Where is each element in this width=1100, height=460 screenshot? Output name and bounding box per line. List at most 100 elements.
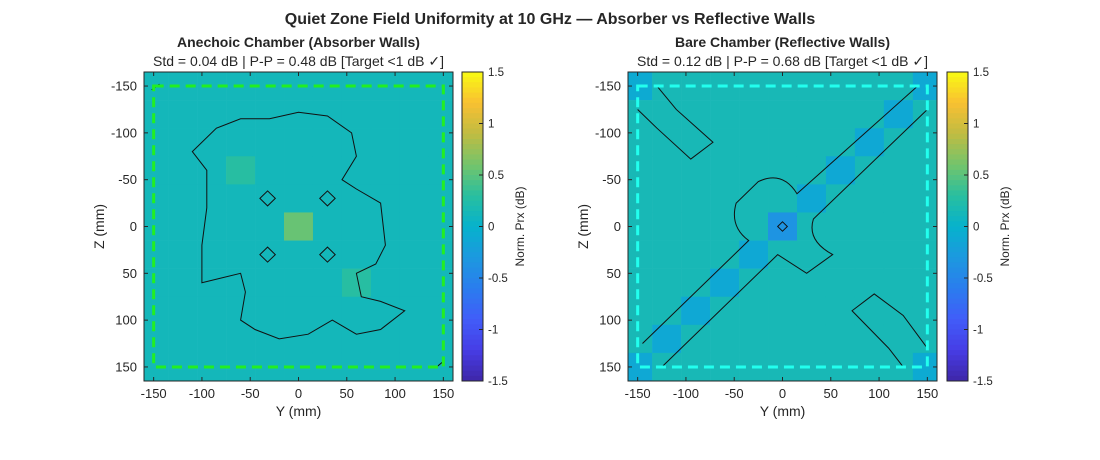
x-tick-label: -50 xyxy=(725,386,744,401)
colorbar-segment xyxy=(947,87,968,94)
colorbar-segment xyxy=(462,118,483,124)
heatmap-cell xyxy=(912,184,938,213)
heatmap-cell xyxy=(854,100,885,129)
heatmap-cell xyxy=(197,296,227,326)
heatmap-cell xyxy=(226,100,256,129)
colorbar-segment xyxy=(947,314,968,320)
contour-lines xyxy=(151,83,444,368)
colorbar-segment xyxy=(947,308,968,315)
colorbar-segment xyxy=(947,205,968,212)
heatmap-cell xyxy=(681,240,711,269)
colorbar-segment xyxy=(462,133,483,140)
heatmap-cell xyxy=(628,156,653,185)
colorbar-segment xyxy=(947,267,968,274)
contour-line xyxy=(259,246,277,263)
colorbar-segment xyxy=(947,262,968,269)
heatmap-cell xyxy=(284,268,314,298)
colorbar-segment xyxy=(462,149,483,155)
heatmap-cell xyxy=(912,100,938,129)
colorbar-segment xyxy=(462,169,483,176)
colorbar-segment xyxy=(947,252,968,258)
heatmap-cell xyxy=(796,240,827,269)
colorbar-segment xyxy=(462,180,483,186)
heatmap-cell xyxy=(768,212,798,241)
colorbar-segment xyxy=(947,123,968,130)
contour-line xyxy=(259,190,277,207)
heatmap-cell xyxy=(312,324,343,354)
heatmap-cell xyxy=(284,156,314,185)
colorbar-segment xyxy=(462,293,483,300)
plot-subtitle: Std = 0.04 dB | P-P = 0.48 dB [Target <1… xyxy=(153,53,444,69)
colorbar-tick-label: -0.5 xyxy=(973,273,993,285)
heatmap-cell xyxy=(168,240,198,269)
colorbar-tick-label: -1.5 xyxy=(973,376,993,388)
y-tick-label: -150 xyxy=(111,79,137,94)
y-axis-label: Z (mm) xyxy=(575,204,591,249)
heatmap-cell xyxy=(197,212,227,241)
colorbar-segment xyxy=(462,92,483,99)
colorbar-segment xyxy=(462,236,483,243)
colorbar-segment xyxy=(947,303,968,310)
colorbar-segment xyxy=(947,92,968,99)
colorbar-tick-label: 0.5 xyxy=(488,170,504,182)
colorbar-segment xyxy=(462,314,483,320)
heatmap-cell xyxy=(226,240,256,269)
colorbar-segment xyxy=(947,185,968,191)
colorbar-segment xyxy=(462,334,483,341)
plot-title: Anechoic Chamber (Absorber Walls) xyxy=(177,34,420,50)
heatmap-cell xyxy=(284,296,314,326)
heatmap-cell xyxy=(399,100,430,129)
contour-line xyxy=(776,221,789,232)
colorbar-segment xyxy=(462,195,483,202)
heatmap-cell xyxy=(825,156,856,185)
heatmap-cell xyxy=(768,268,798,298)
colorbar-segment xyxy=(462,205,483,212)
heatmap-cell xyxy=(710,156,740,185)
x-tick-label: 100 xyxy=(384,386,406,401)
colorbar-segment xyxy=(947,149,968,155)
colorbar-segment xyxy=(462,123,483,130)
colorbar-segment xyxy=(462,216,483,222)
colorbar-segment xyxy=(462,308,483,315)
x-tick-label: -150 xyxy=(141,386,167,401)
colorbar-segment xyxy=(462,200,483,207)
heatmap-cell xyxy=(652,240,682,269)
colorbar-segment xyxy=(462,190,483,197)
colorbar-segment xyxy=(947,133,968,140)
heatmap-cell xyxy=(284,128,314,157)
plot-title: Bare Chamber (Reflective Walls) xyxy=(675,34,890,50)
heatmap-cell xyxy=(144,240,169,269)
heatmap-cell xyxy=(912,324,938,354)
heatmap-cell xyxy=(681,212,711,241)
colorbar-segment xyxy=(462,97,483,104)
x-axis-label: Y (mm) xyxy=(760,403,806,419)
heatmap-cell xyxy=(312,156,343,185)
colorbar-tick-label: 1 xyxy=(973,119,979,131)
colorbar-segment xyxy=(947,190,968,197)
colorbar-segment xyxy=(462,344,483,351)
heatmap-cell xyxy=(428,296,454,326)
heatmap-cell xyxy=(226,128,256,157)
heatmap-cell xyxy=(144,100,169,129)
heatmap-cell xyxy=(710,268,740,298)
colorbar-segment xyxy=(462,288,483,294)
colorbar-tick-label: 0.5 xyxy=(973,170,989,182)
heatmap-cell xyxy=(144,212,169,241)
heatmap-cell xyxy=(652,296,682,326)
heatmap-cell xyxy=(883,296,914,326)
colorbar-segment xyxy=(947,334,968,341)
heatmap-cell xyxy=(399,212,430,241)
heatmap-cell xyxy=(652,156,682,185)
heatmap-cell xyxy=(796,156,827,185)
colorbar-segment xyxy=(462,324,483,330)
heatmap-cells xyxy=(628,72,938,382)
y-tick-label: 50 xyxy=(607,266,621,281)
heatmap-cell xyxy=(768,324,798,354)
colorbar-segment xyxy=(462,138,483,145)
heatmap-cell xyxy=(628,240,653,269)
colorbar-segment xyxy=(947,278,968,284)
heatmap-cell xyxy=(825,324,856,354)
colorbar-segment xyxy=(462,329,483,336)
colorbar-segment xyxy=(462,257,483,264)
plot-absorber: Anechoic Chamber (Absorber Walls) Std = 0… xyxy=(91,34,527,419)
